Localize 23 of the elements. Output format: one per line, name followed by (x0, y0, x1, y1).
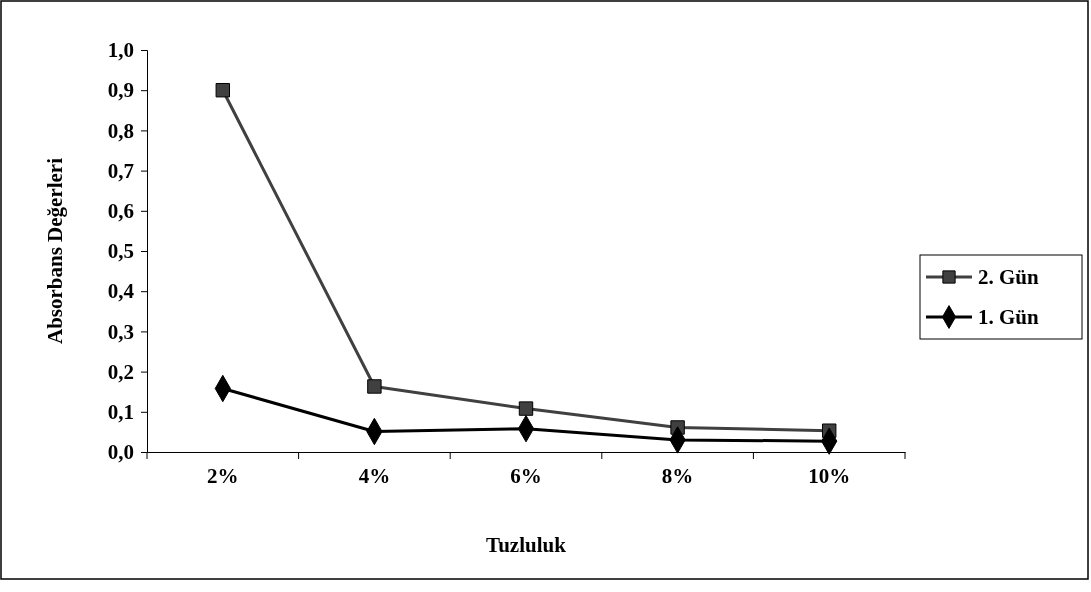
y-tick-label: 1,0 (107, 38, 134, 63)
y-axis-title: Absorbans Değerleri (43, 157, 67, 345)
y-tick-label: 0,3 (107, 319, 134, 344)
y-tick-label: 0,7 (107, 158, 134, 183)
point (215, 82, 231, 98)
y-tick-label: 0,4 (107, 279, 135, 304)
x-tick-label: 2% (207, 464, 239, 488)
y-tick-label: 0,1 (107, 400, 134, 425)
legend-label: 2. Gün (978, 265, 1040, 289)
x-tick-label: 8% (661, 464, 694, 488)
x-axis-title: Tuzluluk (486, 533, 567, 557)
y-tick-label: 0,6 (107, 199, 134, 224)
y-tick-label: 0,5 (107, 239, 134, 264)
x-tick-label: 4% (358, 464, 391, 488)
point (367, 379, 382, 394)
point (518, 401, 534, 416)
legend-label: 1. Gün (978, 305, 1040, 329)
x-tick-label: 6% (510, 464, 542, 488)
y-tick-label: 0,8 (107, 118, 134, 143)
x-tick-label: 10% (808, 464, 851, 488)
y-tick-label: 0,0 (107, 440, 134, 465)
y-tick-label: 0,2 (107, 359, 134, 384)
y-tick-label: 0,9 (107, 78, 134, 103)
